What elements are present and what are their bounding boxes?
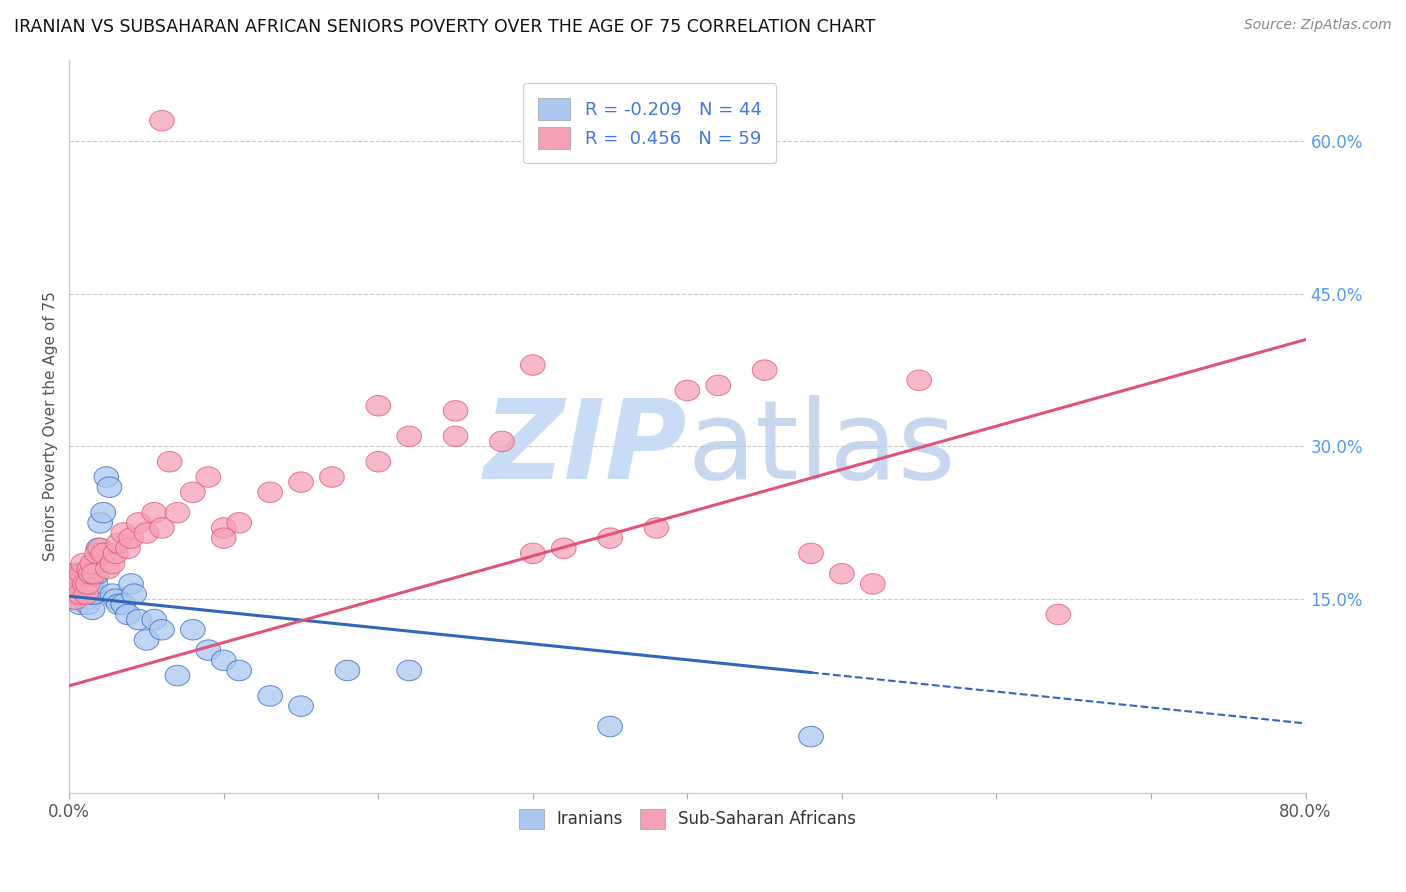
Text: Source: ZipAtlas.com: Source: ZipAtlas.com: [1244, 18, 1392, 32]
Text: ZIP: ZIP: [484, 394, 688, 501]
Legend: Iranians, Sub-Saharan Africans: Iranians, Sub-Saharan Africans: [512, 802, 863, 836]
Y-axis label: Seniors Poverty Over the Age of 75: Seniors Poverty Over the Age of 75: [44, 292, 58, 561]
Text: atlas: atlas: [688, 394, 956, 501]
Text: IRANIAN VS SUBSAHARAN AFRICAN SENIORS POVERTY OVER THE AGE OF 75 CORRELATION CHA: IRANIAN VS SUBSAHARAN AFRICAN SENIORS PO…: [14, 18, 876, 36]
